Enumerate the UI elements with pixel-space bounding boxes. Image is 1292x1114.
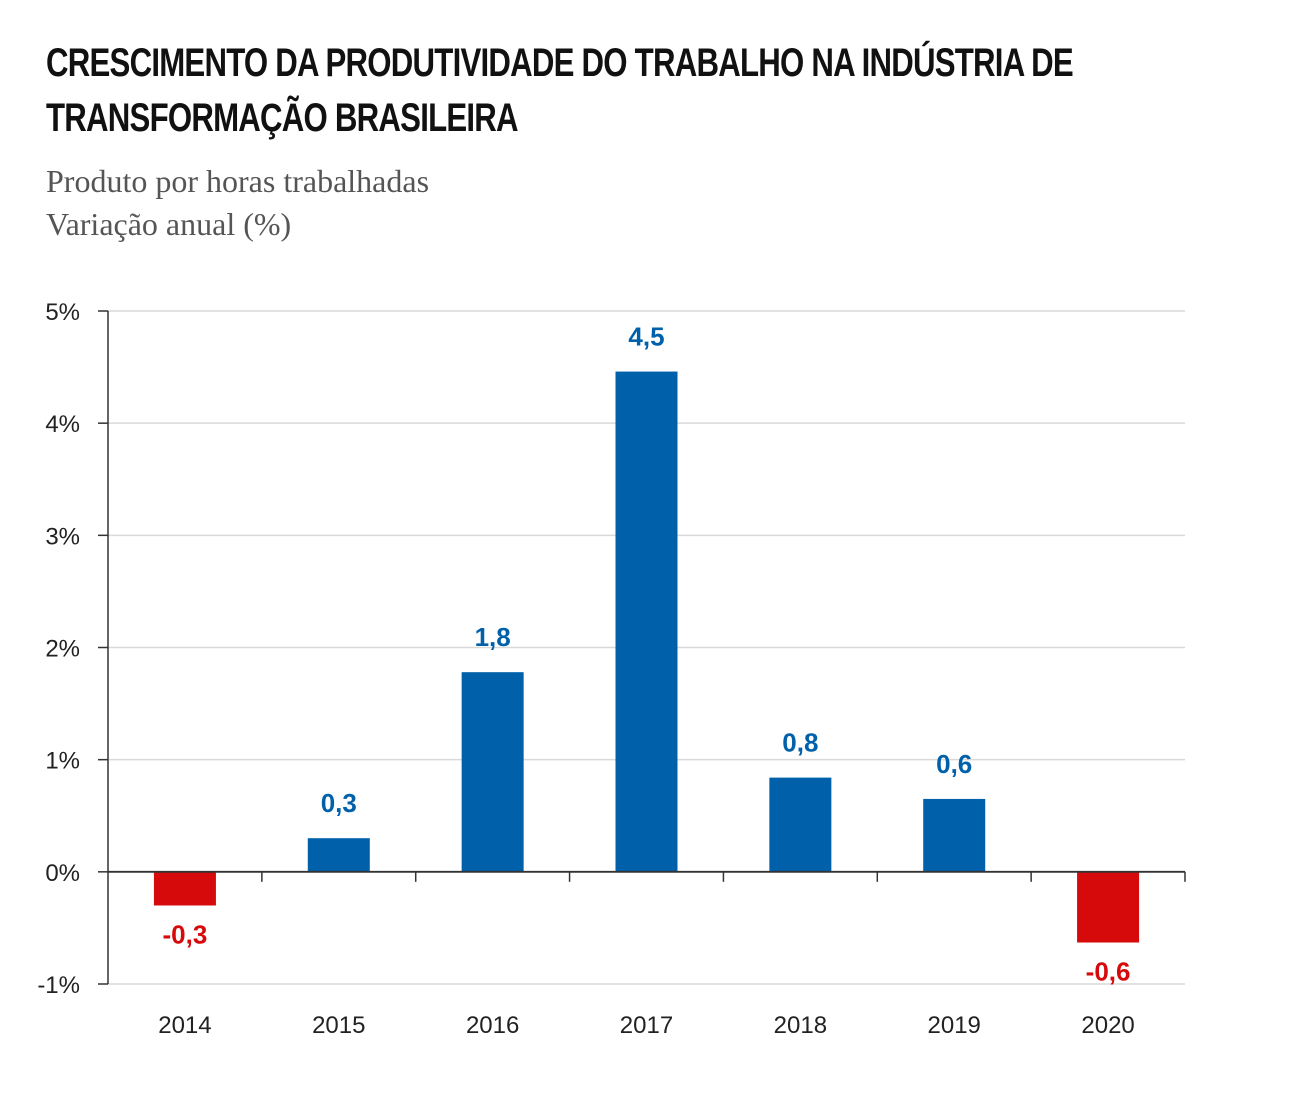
chart-title-line-1: CRESCIMENTO DA PRODUTIVIDADE DO TRABALHO…	[46, 41, 1074, 85]
data-label-2017: 4,5	[628, 322, 664, 352]
chart-title: CRESCIMENTO DA PRODUTIVIDADE DO TRABALHO…	[46, 36, 1074, 146]
bar-2019	[923, 798, 986, 872]
y-tick-label: 5%	[45, 299, 80, 326]
bar-2020	[1077, 871, 1140, 943]
y-tick-label: 0%	[45, 860, 80, 887]
data-label-2020: -0,6	[1086, 956, 1131, 986]
bar-2017	[615, 371, 678, 872]
data-label-2014: -0,3	[163, 919, 208, 949]
y-tick-label: 1%	[45, 748, 80, 775]
x-tick-label: 2018	[774, 1012, 827, 1039]
bar-2018	[769, 777, 832, 872]
chart-subtitle: Produto por horas trabalhadas Variação a…	[46, 160, 429, 246]
x-tick-label: 2019	[928, 1012, 981, 1039]
x-tick-label: 2014	[158, 1012, 211, 1039]
chart-subtitle-line-1: Produto por horas trabalhadas	[46, 163, 430, 199]
chart-title-line-2: TRANSFORMAÇÃO BRASILEIRA	[46, 96, 519, 140]
data-label-2016: 1,8	[475, 622, 511, 652]
chart-subtitle-line-2: Variação anual (%)	[46, 206, 292, 242]
y-tick-label: 3%	[45, 523, 80, 550]
x-tick-label: 2020	[1081, 1012, 1134, 1039]
x-tick-label: 2017	[620, 1012, 673, 1039]
data-label-2018: 0,8	[782, 728, 818, 758]
y-tick-label: 4%	[45, 411, 80, 438]
x-tick-label: 2016	[466, 1012, 519, 1039]
x-tick-label: 2015	[312, 1012, 365, 1039]
bar-2015	[307, 838, 370, 872]
y-tick-label: -1%	[37, 972, 80, 999]
bar-2016	[461, 672, 524, 872]
data-label-2015: 0,3	[321, 788, 357, 818]
bar-2014	[153, 871, 216, 906]
data-label-2019: 0,6	[936, 749, 972, 779]
y-tick-label: 2%	[45, 636, 80, 663]
